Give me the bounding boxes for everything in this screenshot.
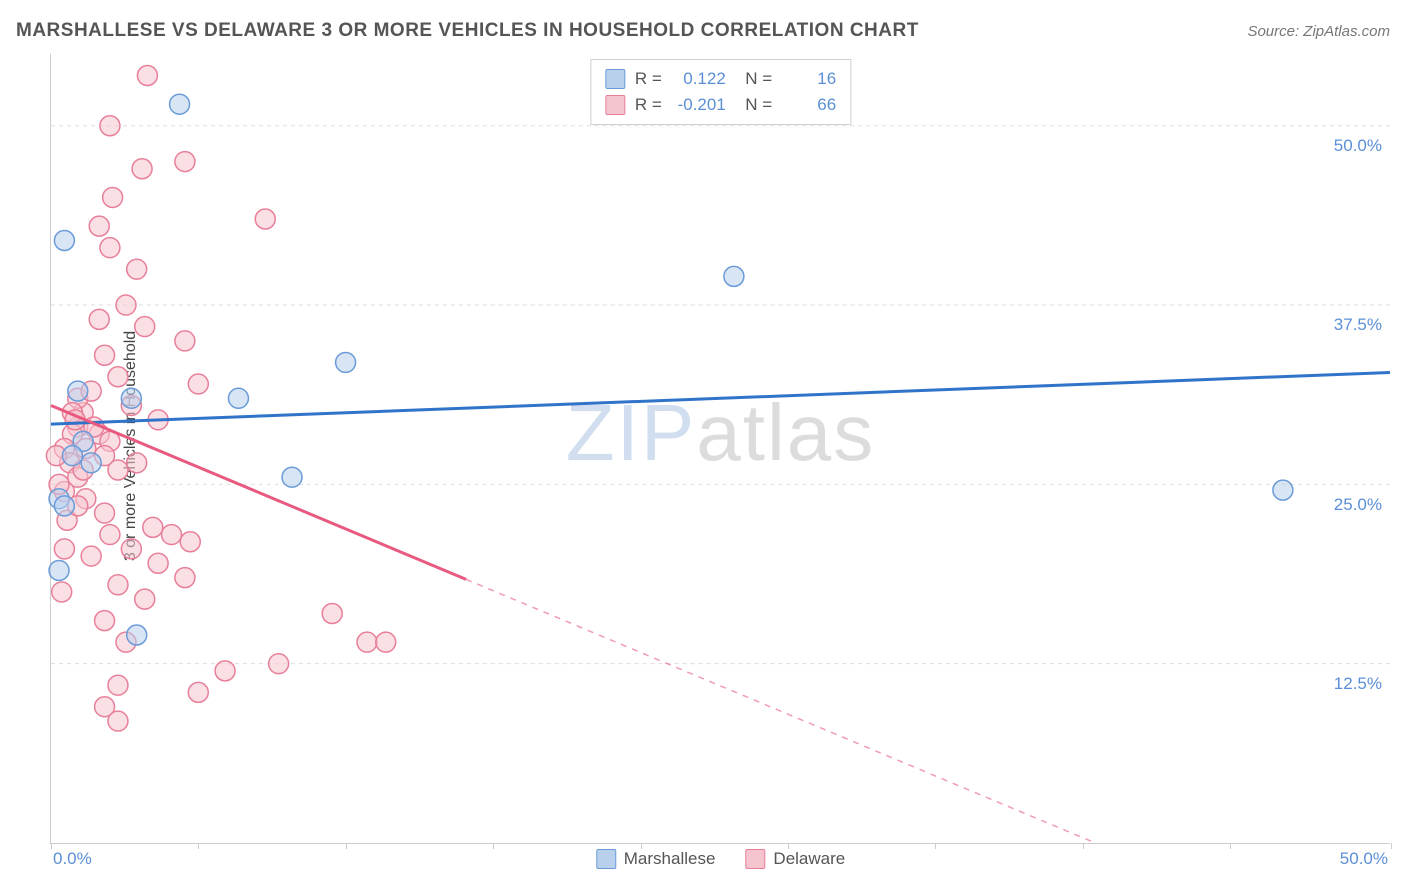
- y-tick-label: 50.0%: [1334, 136, 1382, 156]
- x-tick: [1230, 843, 1231, 849]
- legend-correlation: R = 0.122 N = 16 R = -0.201 N = 66: [590, 59, 851, 125]
- swatch-delaware: [605, 95, 625, 115]
- source-label: Source: ZipAtlas.com: [1247, 23, 1390, 40]
- n-value-delaware: 66: [782, 92, 836, 118]
- r-value-delaware: -0.201: [672, 92, 726, 118]
- legend-row-delaware: R = -0.201 N = 66: [605, 92, 836, 118]
- title-bar: MARSHALLESE VS DELAWARE 3 OR MORE VEHICL…: [16, 20, 1390, 42]
- n-label: N =: [736, 66, 772, 92]
- r-label: R =: [635, 66, 662, 92]
- y-tick-label: 12.5%: [1334, 674, 1382, 694]
- chart-container: MARSHALLESE VS DELAWARE 3 OR MORE VEHICL…: [0, 0, 1406, 892]
- legend-label-delaware: Delaware: [773, 849, 845, 869]
- r-value-marshallese: 0.122: [672, 66, 726, 92]
- y-tick-label: 37.5%: [1334, 315, 1382, 335]
- x-tick: [935, 843, 936, 849]
- x-tick: [493, 843, 494, 849]
- y-tick-label: 25.0%: [1334, 495, 1382, 515]
- x-tick: [346, 843, 347, 849]
- x-axis-max-label: 50.0%: [1340, 849, 1388, 869]
- r-label: R =: [635, 92, 662, 118]
- legend-item-marshallese: Marshallese: [596, 849, 716, 869]
- x-tick: [198, 843, 199, 849]
- x-axis-min-label: 0.0%: [53, 849, 92, 869]
- swatch-marshallese-icon: [596, 849, 616, 869]
- swatch-marshallese: [605, 69, 625, 89]
- chart-title: MARSHALLESE VS DELAWARE 3 OR MORE VEHICL…: [16, 20, 919, 42]
- legend-series: Marshallese Delaware: [596, 849, 845, 869]
- x-tick: [1391, 843, 1392, 849]
- x-tick: [51, 843, 52, 849]
- plot-svg: [51, 54, 1390, 843]
- swatch-delaware-icon: [745, 849, 765, 869]
- legend-row-marshallese: R = 0.122 N = 16: [605, 66, 836, 92]
- n-value-marshallese: 16: [782, 66, 836, 92]
- x-tick: [1083, 843, 1084, 849]
- legend-label-marshallese: Marshallese: [624, 849, 716, 869]
- legend-item-delaware: Delaware: [745, 849, 845, 869]
- n-label: N =: [736, 92, 772, 118]
- plot-area: ZIPatlas R = 0.122 N = 16 R = -0.201 N =…: [50, 54, 1390, 844]
